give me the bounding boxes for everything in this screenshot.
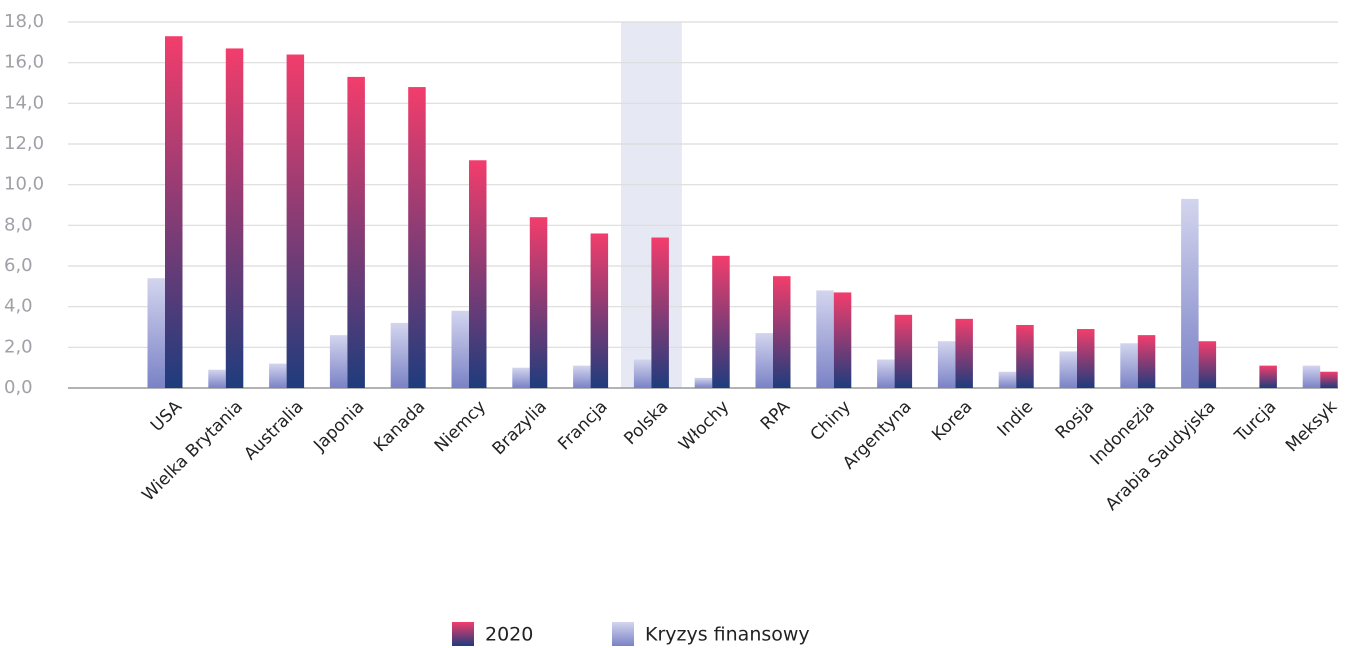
- bar: [347, 76, 365, 389]
- x-tick-label: USA: [147, 397, 186, 436]
- legend-swatch: [612, 622, 634, 646]
- bar: [1120, 343, 1138, 388]
- bar: [833, 292, 852, 388]
- bar: [1198, 341, 1217, 388]
- bar: [147, 278, 165, 388]
- legend-label: 2020: [485, 624, 533, 646]
- y-tick-label: 18,0: [4, 11, 44, 32]
- bar: [1059, 351, 1077, 388]
- bar: [1302, 365, 1321, 388]
- bar: [529, 217, 548, 388]
- x-tick-label: Meksyk: [1282, 397, 1341, 456]
- bar: [1137, 335, 1156, 388]
- bar: [512, 367, 530, 388]
- bar: [651, 237, 669, 388]
- y-tick-label: 6,0: [4, 255, 33, 276]
- bar: [894, 314, 913, 388]
- bar: [955, 318, 973, 388]
- bar: [269, 363, 287, 388]
- bar: [225, 48, 244, 388]
- bar: [165, 36, 183, 388]
- y-tick-label: 14,0: [4, 92, 44, 113]
- bar: [390, 322, 409, 388]
- y-tick-label: 4,0: [4, 296, 33, 317]
- x-tick-label: Korea: [928, 397, 976, 445]
- bar: [755, 333, 773, 388]
- bar: [1320, 371, 1338, 388]
- legend-label: Kryzys finansowy: [645, 624, 810, 646]
- bar: [590, 233, 609, 388]
- bar: [286, 54, 305, 389]
- bar: [573, 365, 591, 388]
- bar: [469, 160, 487, 388]
- bar: [451, 310, 469, 388]
- x-tick-label: Australia: [240, 397, 307, 464]
- x-tick-label: Chiny: [807, 397, 855, 445]
- x-tick-label: Francja: [554, 397, 611, 454]
- legend-swatch: [452, 622, 474, 646]
- y-tick-label: 2,0: [4, 336, 33, 357]
- x-tick-label: Turcja: [1230, 397, 1280, 447]
- x-tick-label: Niemcy: [431, 397, 490, 456]
- bar: [1077, 329, 1095, 388]
- x-tick-label: Arabia Saudyjska: [1102, 397, 1220, 515]
- y-tick-label: 10,0: [4, 174, 44, 195]
- x-tick-label: Indie: [994, 397, 1038, 441]
- x-tick-label: Włochy: [675, 397, 733, 455]
- bar: [633, 359, 652, 388]
- bar: [694, 377, 713, 388]
- bar: [773, 276, 791, 388]
- bar: [208, 369, 226, 388]
- bar: [712, 255, 730, 388]
- bar: [1259, 365, 1277, 388]
- y-tick-label: 8,0: [4, 214, 33, 235]
- bar: [1181, 198, 1199, 388]
- bar: [1016, 324, 1034, 388]
- bar: [998, 371, 1017, 388]
- bar: [816, 290, 834, 388]
- x-tick-label: Kanada: [370, 397, 429, 456]
- bar: [877, 359, 895, 388]
- y-tick-label: 12,0: [4, 133, 44, 154]
- y-tick-label: 0,0: [4, 377, 33, 398]
- x-tick-label: RPA: [757, 397, 794, 434]
- bar: [329, 335, 348, 388]
- x-tick-label: Brazylia: [489, 397, 551, 459]
- bar: [937, 341, 956, 388]
- y-tick-label: 16,0: [4, 52, 44, 73]
- bar: [408, 87, 426, 389]
- x-tick-label: Japonia: [309, 397, 368, 456]
- x-tick-label: Rosja: [1052, 397, 1098, 443]
- x-tick-label: Polska: [620, 397, 672, 449]
